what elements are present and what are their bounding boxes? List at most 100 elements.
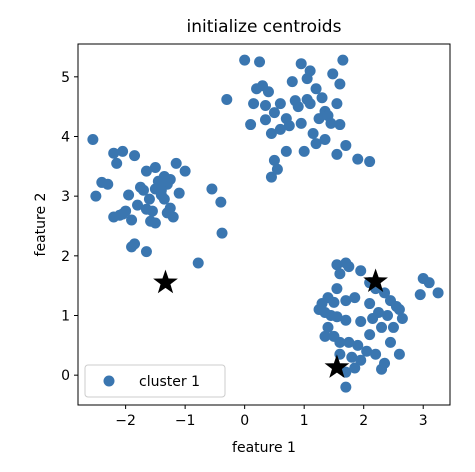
data-point [376, 321, 388, 333]
data-point [137, 184, 149, 196]
data-point [192, 257, 204, 269]
chart-title: initialize centroids [187, 17, 342, 37]
data-point [259, 114, 271, 126]
x-tick-label: 3 [419, 413, 428, 429]
data-point [370, 348, 382, 360]
data-point [123, 189, 135, 201]
plot-area [77, 43, 451, 406]
data-point [340, 295, 352, 307]
data-point [268, 154, 280, 166]
y-tick-label: 5 [61, 70, 70, 86]
data-point [96, 176, 108, 188]
data-point [215, 196, 227, 208]
data-point [319, 133, 331, 145]
data-point [384, 336, 396, 348]
data-point [206, 183, 218, 195]
data-point [313, 304, 325, 316]
data-point [265, 171, 277, 183]
data-point [355, 265, 367, 277]
data-point [274, 123, 286, 135]
data-point [268, 107, 280, 119]
data-point [349, 292, 361, 304]
data-point [295, 58, 307, 70]
data-point [331, 148, 343, 160]
data-point [126, 214, 138, 226]
data-point [340, 381, 352, 393]
data-point [271, 163, 283, 175]
x-axis-label: feature 1 [232, 440, 296, 456]
data-point [117, 145, 129, 157]
data-point [301, 93, 313, 105]
data-point [167, 211, 179, 223]
data-point [298, 145, 310, 157]
data-point [170, 157, 182, 169]
y-tick-label: 1 [61, 308, 70, 324]
legend-marker [103, 375, 115, 387]
data-point [87, 133, 99, 145]
data-point [343, 261, 355, 273]
data-point [313, 113, 325, 125]
x-tick-label: 0 [240, 413, 249, 429]
data-point [155, 184, 167, 196]
data-point [316, 92, 328, 104]
data-point [239, 54, 251, 66]
data-point [382, 309, 394, 321]
data-point [295, 117, 307, 129]
data-point [352, 153, 364, 165]
data-point [325, 309, 337, 321]
data-point [274, 98, 286, 110]
data-point [364, 329, 376, 341]
legend-box [84, 364, 226, 398]
data-point [158, 170, 170, 182]
data-point [331, 259, 343, 271]
data-point [221, 93, 233, 105]
data-point [307, 128, 319, 140]
data-point [143, 193, 155, 205]
data-point [310, 138, 322, 150]
data-point [414, 289, 426, 301]
data-point [346, 351, 358, 363]
data-point [340, 314, 352, 326]
data-point [379, 357, 391, 369]
data-point [331, 98, 343, 110]
data-point [423, 277, 435, 289]
data-point [216, 227, 228, 239]
data-point [343, 336, 355, 348]
data-point [158, 193, 170, 205]
data-point [254, 56, 266, 68]
data-point [387, 321, 399, 333]
data-point [126, 241, 138, 253]
data-point [364, 298, 376, 310]
data-point [265, 128, 277, 140]
x-tick-label: 2 [359, 413, 368, 429]
centroid-markers [153, 268, 388, 378]
data-point [322, 110, 334, 122]
data-point [140, 203, 152, 215]
data-point [262, 86, 274, 98]
y-tick-label: 4 [61, 129, 70, 145]
data-point [364, 156, 376, 168]
plot-frame [77, 43, 451, 406]
x-axis-ticks: −2 −1 0 1 2 3 [115, 405, 428, 429]
x-tick-label: 1 [300, 413, 309, 429]
data-point [140, 165, 152, 177]
data-point [355, 315, 367, 327]
y-tick-label: 3 [61, 189, 70, 205]
legend-label: cluster 1 [139, 374, 200, 390]
data-point [334, 78, 346, 90]
data-point [334, 268, 346, 280]
y-tick-label: 0 [61, 368, 70, 384]
data-point [393, 304, 405, 316]
data-points [87, 54, 444, 393]
data-point [340, 139, 352, 151]
data-point [245, 119, 257, 131]
data-point [149, 162, 161, 174]
data-point [132, 199, 144, 211]
data-point [396, 312, 408, 324]
data-point [173, 187, 185, 199]
data-point [393, 348, 405, 360]
y-tick-label: 2 [61, 249, 70, 265]
data-point [248, 98, 260, 110]
x-tick-label: −2 [115, 413, 136, 429]
data-point [349, 362, 361, 374]
